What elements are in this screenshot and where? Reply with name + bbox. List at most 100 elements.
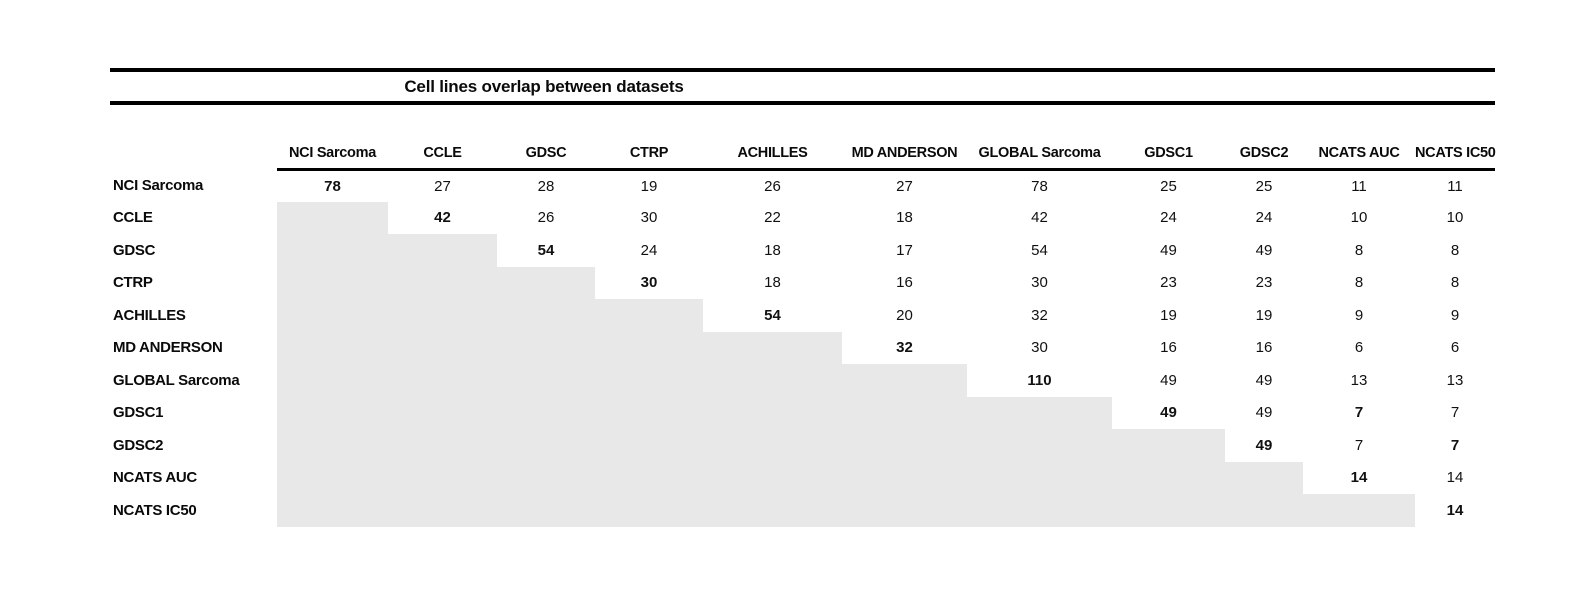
shaded-lower-triangle-cell xyxy=(388,299,497,332)
row-label-nci-sarcoma: NCI Sarcoma xyxy=(113,176,204,194)
shaded-lower-triangle-cell xyxy=(277,364,388,397)
shaded-lower-triangle-cell xyxy=(1303,494,1415,527)
overlap-value-cell: 16 xyxy=(896,274,913,292)
row-label-gdsc2: GDSC2 xyxy=(113,436,164,454)
col-header-global-sarcoma: GLOBAL Sarcoma xyxy=(967,138,1112,171)
overlap-value-cell: 25 xyxy=(1160,177,1177,195)
shaded-lower-triangle-cell xyxy=(842,494,967,527)
overlap-value-cell: 54 xyxy=(764,306,781,324)
overlap-value-cell: 8 xyxy=(1354,274,1364,292)
shaded-lower-triangle-cell xyxy=(388,396,497,429)
overlap-value-cell: 42 xyxy=(434,209,451,227)
shaded-lower-triangle-cell xyxy=(277,299,388,332)
col-header-gdsc1: GDSC1 xyxy=(1112,138,1225,171)
row-label-global-sarcoma: GLOBAL Sarcoma xyxy=(113,371,240,389)
header-row: NCI Sarcoma CCLE GDSC CTRP ACHILLES MD ANDERS… xyxy=(110,138,1496,171)
shaded-lower-triangle-cell xyxy=(842,364,967,397)
shaded-lower-triangle-cell xyxy=(388,331,497,364)
shaded-lower-triangle-cell xyxy=(277,494,388,527)
shaded-lower-triangle-cell xyxy=(497,299,595,332)
matrix-row-ccle: CCLE 42 26 30 22 18 42 24 24 10 10 xyxy=(110,201,1495,234)
title-rules: Cell lines overlap between datasets xyxy=(110,68,1495,105)
col-header-ctrp: CTRP xyxy=(595,138,703,171)
overlap-value-cell: 13 xyxy=(1446,371,1464,389)
overlap-value-cell: 7 xyxy=(1450,436,1460,454)
matrix-row-gdsc2: GDSC2 49 7 7 xyxy=(110,429,1495,462)
overlap-value-cell: 28 xyxy=(537,177,555,195)
overlap-value-cell: 13 xyxy=(1350,371,1368,389)
shaded-lower-triangle-cell xyxy=(1112,429,1225,462)
overlap-value-cell: 17 xyxy=(896,241,913,259)
row-label-ccle: CCLE xyxy=(113,209,153,227)
overlap-value-cell: 14 xyxy=(1446,501,1464,519)
shaded-lower-triangle-cell xyxy=(1225,494,1303,527)
matrix-row-global-sarcoma: GLOBAL Sarcoma 110 49 49 13 13 xyxy=(110,364,1495,397)
shaded-lower-triangle-cell xyxy=(842,429,967,462)
matrix-row-ctrp: CTRP 30 18 16 30 23 23 8 8 xyxy=(110,266,1495,299)
overlap-value-cell: 78 xyxy=(1031,177,1048,195)
shaded-lower-triangle-cell xyxy=(703,494,842,527)
shaded-lower-triangle-cell xyxy=(388,461,497,494)
row-label-gdsc: GDSC xyxy=(113,241,156,259)
matrix-header: NCI Sarcoma CCLE GDSC CTRP ACHILLES MD ANDERS… xyxy=(110,138,1496,171)
overlap-value-cell: 110 xyxy=(1027,371,1052,389)
shaded-lower-triangle-cell xyxy=(1225,461,1303,494)
overlap-value-cell: 30 xyxy=(1031,339,1048,357)
shaded-lower-triangle-cell xyxy=(388,234,497,267)
shaded-lower-triangle-cell xyxy=(842,396,967,429)
shaded-lower-triangle-cell xyxy=(595,396,703,429)
overlap-value-cell: 49 xyxy=(1255,241,1273,259)
table-title: Cell lines overlap between datasets xyxy=(404,76,684,96)
overlap-value-cell: 16 xyxy=(1160,339,1177,357)
overlap-value-cell: 30 xyxy=(640,274,658,292)
shaded-lower-triangle-cell xyxy=(703,396,842,429)
overlap-value-cell: 7 xyxy=(1354,404,1364,422)
overlap-value-cell: 18 xyxy=(764,274,781,292)
overlap-value-cell: 6 xyxy=(1354,339,1364,357)
matrix-row-nci-sarcoma: NCI Sarcoma 78 27 28 19 26 27 78 25 25 11 11 xyxy=(110,169,1495,202)
matrix-row-achilles: ACHILLES 54 20 32 19 19 9 9 xyxy=(110,299,1495,332)
shaded-lower-triangle-cell xyxy=(277,266,388,299)
overlap-matrix-table: NCI Sarcoma CCLE GDSC CTRP ACHILLES MD ANDERS… xyxy=(110,138,1496,527)
overlap-value-cell: 19 xyxy=(1255,306,1273,324)
shaded-lower-triangle-cell xyxy=(595,364,703,397)
overlap-value-cell: 49 xyxy=(1255,404,1273,422)
shaded-lower-triangle-cell xyxy=(388,494,497,527)
row-label-md-anderson: MD ANDERSON xyxy=(113,339,223,357)
overlap-value-cell: 23 xyxy=(1255,274,1273,292)
overlap-value-cell: 26 xyxy=(764,177,781,195)
col-header-ccle: CCLE xyxy=(388,138,497,171)
overlap-value-cell: 7 xyxy=(1450,404,1460,422)
shaded-lower-triangle-cell xyxy=(497,364,595,397)
row-label-achilles: ACHILLES xyxy=(113,306,186,324)
shaded-lower-triangle-cell xyxy=(703,461,842,494)
overlap-value-cell: 30 xyxy=(640,209,658,227)
overlap-value-cell: 23 xyxy=(1160,274,1177,292)
col-header-nci-sarcoma: NCI Sarcoma xyxy=(277,138,388,171)
overlap-value-cell: 22 xyxy=(764,209,781,227)
shaded-lower-triangle-cell xyxy=(497,494,595,527)
overlap-value-cell: 32 xyxy=(896,339,913,357)
shaded-lower-triangle-cell xyxy=(388,429,497,462)
overlap-value-cell: 30 xyxy=(1031,274,1048,292)
shaded-lower-triangle-cell xyxy=(277,331,388,364)
row-label-gdsc1: GDSC1 xyxy=(113,404,164,422)
matrix-row-gdsc: GDSC 54 24 18 17 54 49 49 8 8 xyxy=(110,234,1495,267)
matrix-row-md-anderson: MD ANDERSON 32 30 16 16 6 6 xyxy=(110,331,1495,364)
overlap-value-cell: 16 xyxy=(1255,339,1273,357)
shaded-lower-triangle-cell xyxy=(703,429,842,462)
shaded-lower-triangle-cell xyxy=(388,266,497,299)
corner-cell xyxy=(110,138,277,169)
overlap-value-cell: 78 xyxy=(324,177,341,195)
row-label-ncats-auc: NCATS AUC xyxy=(113,469,197,487)
overlap-value-cell: 19 xyxy=(640,177,658,195)
overlap-value-cell: 24 xyxy=(1160,209,1177,227)
overlap-value-cell: 49 xyxy=(1255,371,1273,389)
overlap-value-cell: 10 xyxy=(1350,209,1368,227)
col-header-gdsc2: GDSC2 xyxy=(1225,138,1303,171)
shaded-lower-triangle-cell xyxy=(1112,494,1225,527)
overlap-value-cell: 18 xyxy=(764,241,781,259)
shaded-lower-triangle-cell xyxy=(967,396,1112,429)
overlap-value-cell: 9 xyxy=(1450,306,1460,324)
